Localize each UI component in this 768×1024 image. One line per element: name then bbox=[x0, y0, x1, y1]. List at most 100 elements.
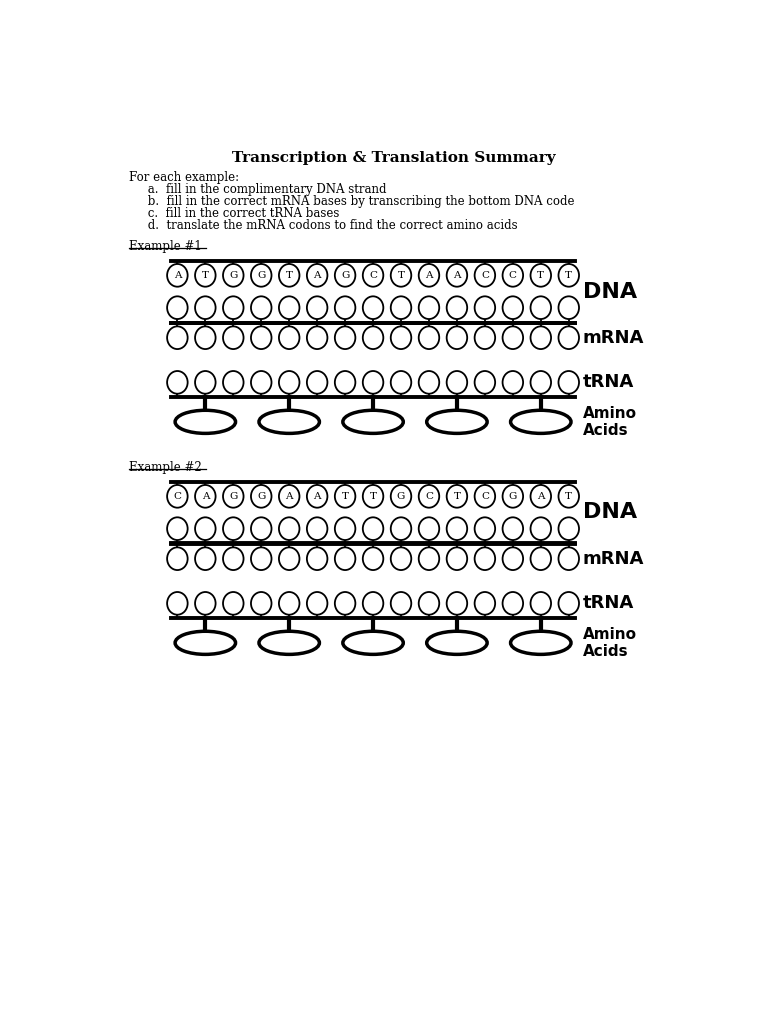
Ellipse shape bbox=[447, 264, 467, 287]
Ellipse shape bbox=[167, 548, 187, 570]
Ellipse shape bbox=[307, 296, 327, 319]
Text: G: G bbox=[257, 492, 266, 501]
Text: Amino
Acids: Amino Acids bbox=[583, 627, 637, 659]
Ellipse shape bbox=[195, 264, 216, 287]
Ellipse shape bbox=[475, 548, 495, 570]
Ellipse shape bbox=[502, 327, 523, 349]
Text: G: G bbox=[229, 492, 237, 501]
Text: A: A bbox=[453, 270, 461, 280]
Ellipse shape bbox=[531, 296, 551, 319]
Text: T: T bbox=[398, 270, 405, 280]
Ellipse shape bbox=[223, 592, 243, 614]
Ellipse shape bbox=[251, 296, 272, 319]
Ellipse shape bbox=[251, 485, 272, 508]
Ellipse shape bbox=[475, 371, 495, 393]
Text: A: A bbox=[286, 492, 293, 501]
Ellipse shape bbox=[391, 296, 412, 319]
Ellipse shape bbox=[307, 485, 327, 508]
Text: T: T bbox=[565, 270, 572, 280]
Ellipse shape bbox=[307, 327, 327, 349]
Ellipse shape bbox=[279, 327, 300, 349]
Ellipse shape bbox=[167, 371, 187, 393]
Ellipse shape bbox=[391, 517, 412, 540]
Ellipse shape bbox=[391, 548, 412, 570]
Ellipse shape bbox=[167, 485, 187, 508]
Text: C: C bbox=[481, 492, 489, 501]
Ellipse shape bbox=[251, 592, 272, 614]
Ellipse shape bbox=[447, 485, 467, 508]
Ellipse shape bbox=[558, 327, 579, 349]
Text: T: T bbox=[286, 270, 293, 280]
Ellipse shape bbox=[307, 517, 327, 540]
Text: A: A bbox=[313, 270, 321, 280]
Text: C: C bbox=[509, 270, 517, 280]
Ellipse shape bbox=[531, 592, 551, 614]
Text: A: A bbox=[313, 492, 321, 501]
Text: T: T bbox=[202, 270, 209, 280]
Ellipse shape bbox=[251, 517, 272, 540]
Ellipse shape bbox=[391, 371, 412, 393]
Ellipse shape bbox=[419, 517, 439, 540]
Ellipse shape bbox=[419, 592, 439, 614]
Ellipse shape bbox=[167, 264, 187, 287]
Text: G: G bbox=[229, 270, 237, 280]
Ellipse shape bbox=[223, 296, 243, 319]
Ellipse shape bbox=[362, 296, 383, 319]
Ellipse shape bbox=[502, 592, 523, 614]
Text: Example #1: Example #1 bbox=[128, 240, 201, 253]
Ellipse shape bbox=[531, 264, 551, 287]
Ellipse shape bbox=[307, 548, 327, 570]
Ellipse shape bbox=[362, 548, 383, 570]
Ellipse shape bbox=[419, 485, 439, 508]
Ellipse shape bbox=[195, 548, 216, 570]
Ellipse shape bbox=[343, 411, 403, 433]
Ellipse shape bbox=[223, 485, 243, 508]
Ellipse shape bbox=[335, 327, 356, 349]
Text: mRNA: mRNA bbox=[583, 329, 644, 347]
Ellipse shape bbox=[447, 548, 467, 570]
Ellipse shape bbox=[419, 296, 439, 319]
Ellipse shape bbox=[259, 411, 319, 433]
Ellipse shape bbox=[391, 264, 412, 287]
Ellipse shape bbox=[175, 631, 236, 654]
Ellipse shape bbox=[223, 327, 243, 349]
Ellipse shape bbox=[251, 327, 272, 349]
Ellipse shape bbox=[223, 371, 243, 393]
Ellipse shape bbox=[279, 296, 300, 319]
Text: a.  fill in the complimentary DNA strand: a. fill in the complimentary DNA strand bbox=[128, 183, 386, 196]
Ellipse shape bbox=[167, 592, 187, 614]
Text: tRNA: tRNA bbox=[583, 594, 634, 612]
Ellipse shape bbox=[558, 371, 579, 393]
Text: T: T bbox=[342, 492, 349, 501]
Ellipse shape bbox=[531, 327, 551, 349]
Ellipse shape bbox=[511, 411, 571, 433]
Ellipse shape bbox=[195, 327, 216, 349]
Ellipse shape bbox=[531, 485, 551, 508]
Text: C: C bbox=[481, 270, 489, 280]
Ellipse shape bbox=[531, 371, 551, 393]
Text: G: G bbox=[257, 270, 266, 280]
Ellipse shape bbox=[558, 296, 579, 319]
Ellipse shape bbox=[251, 548, 272, 570]
Text: A: A bbox=[537, 492, 545, 501]
Ellipse shape bbox=[502, 371, 523, 393]
Ellipse shape bbox=[279, 485, 300, 508]
Ellipse shape bbox=[475, 327, 495, 349]
Ellipse shape bbox=[427, 411, 487, 433]
Ellipse shape bbox=[419, 327, 439, 349]
Ellipse shape bbox=[419, 264, 439, 287]
Ellipse shape bbox=[362, 327, 383, 349]
Ellipse shape bbox=[167, 517, 187, 540]
Text: c.  fill in the correct tRNA bases: c. fill in the correct tRNA bases bbox=[128, 207, 339, 220]
Text: T: T bbox=[453, 492, 461, 501]
Ellipse shape bbox=[279, 371, 300, 393]
Ellipse shape bbox=[502, 485, 523, 508]
Ellipse shape bbox=[195, 592, 216, 614]
Ellipse shape bbox=[391, 485, 412, 508]
Ellipse shape bbox=[251, 264, 272, 287]
Ellipse shape bbox=[335, 548, 356, 570]
Text: b.  fill in the correct mRNA bases by transcribing the bottom DNA code: b. fill in the correct mRNA bases by tra… bbox=[128, 195, 574, 208]
Ellipse shape bbox=[475, 592, 495, 614]
Text: G: G bbox=[341, 270, 349, 280]
Ellipse shape bbox=[362, 264, 383, 287]
